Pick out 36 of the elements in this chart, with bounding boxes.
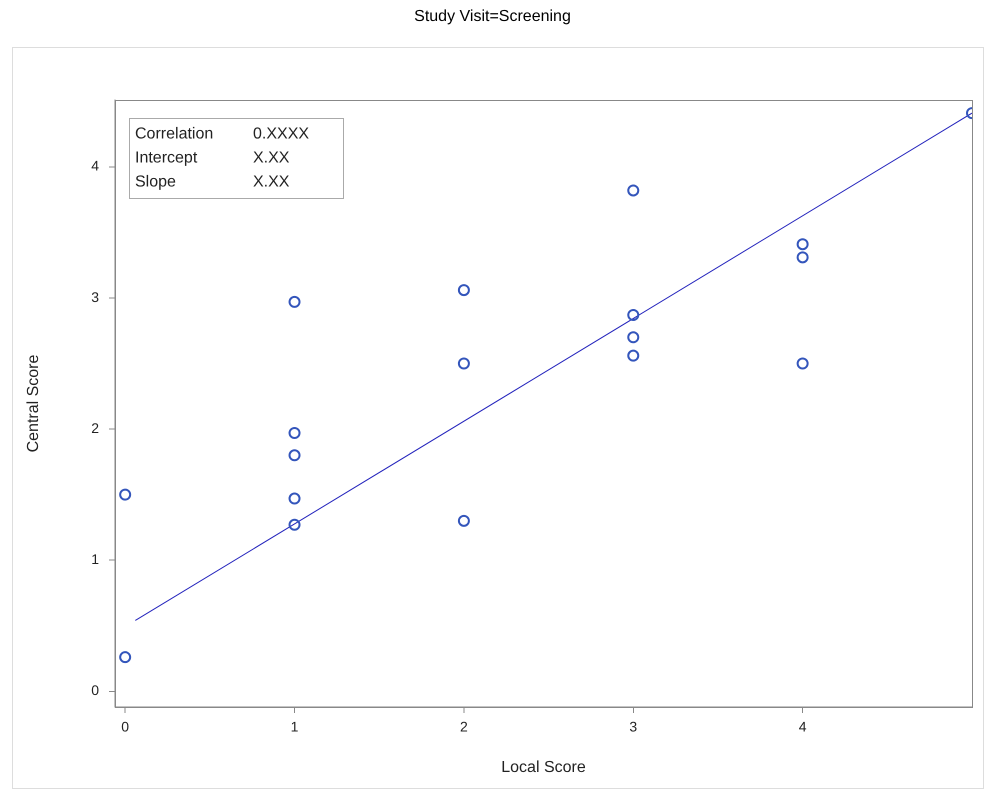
- point: [627, 331, 640, 344]
- y-tick-label: 3: [91, 288, 100, 305]
- y-tick-label: 0: [91, 682, 100, 698]
- point: [627, 350, 640, 362]
- point: [288, 492, 301, 505]
- x-tick-label: 3: [629, 718, 638, 734]
- annotation: Slope: [135, 173, 176, 190]
- chart-title: Study Visit=Screening: [413, 8, 572, 26]
- annotation: 0.XXXX: [253, 125, 310, 142]
- x-axis-title: Local Score: [501, 758, 586, 776]
- point: [458, 284, 470, 296]
- annotation: X.XX: [253, 149, 290, 166]
- point: [119, 651, 132, 664]
- annotation: X.XX: [253, 173, 290, 190]
- y-tick-label: 1: [91, 551, 100, 568]
- point: [119, 488, 132, 501]
- point: [627, 184, 640, 196]
- y-axis-title: Central Score: [25, 354, 42, 452]
- point: [288, 518, 301, 531]
- x-tick-label: 0: [121, 718, 130, 734]
- annotation: Correlation: [135, 125, 214, 142]
- point: [458, 358, 470, 370]
- point: [627, 309, 640, 322]
- point: [796, 251, 809, 264]
- point: [288, 296, 301, 308]
- point: [458, 514, 470, 527]
- point: [288, 427, 301, 439]
- point: [796, 358, 809, 370]
- point: [288, 449, 301, 462]
- annotation: Intercept: [135, 149, 198, 166]
- x-tick-label: 1: [290, 718, 299, 734]
- point: [796, 238, 809, 250]
- y-tick-label: 4: [91, 158, 100, 174]
- x-tick-label: 4: [798, 718, 807, 734]
- x-tick-label: 2: [460, 718, 468, 734]
- y-tick-label: 2: [91, 420, 100, 436]
